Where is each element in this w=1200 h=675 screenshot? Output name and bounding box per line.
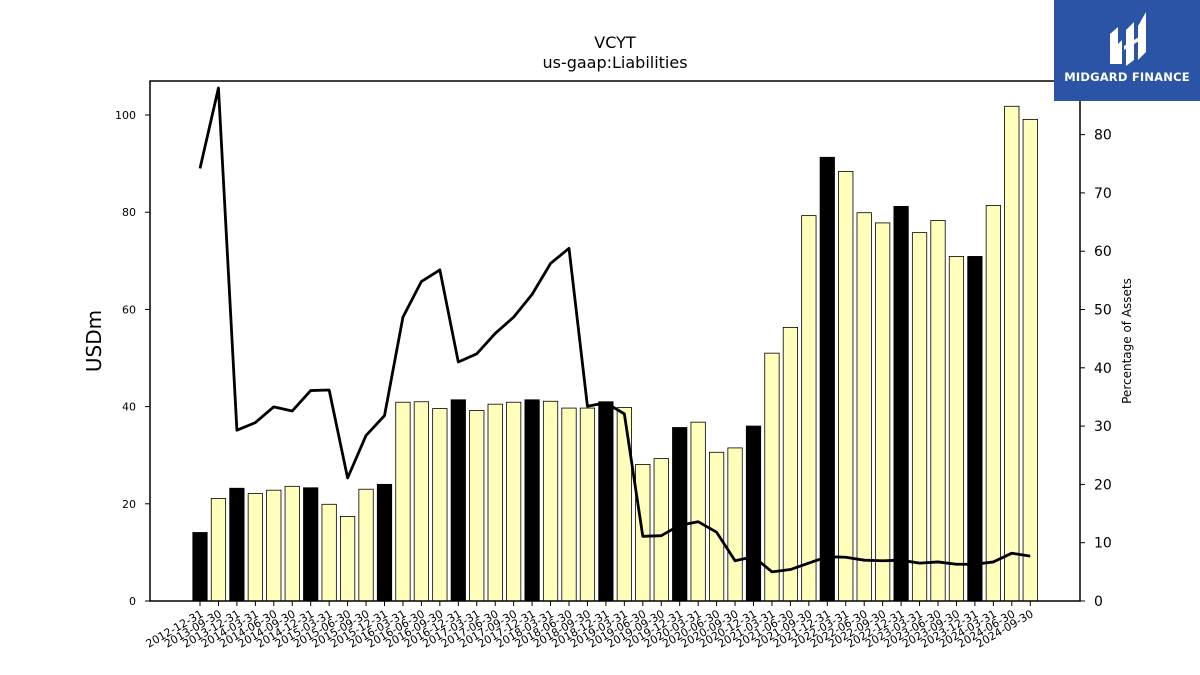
- y2-tick-label: 60: [1094, 244, 1112, 260]
- y2-tick-label: 0: [1094, 594, 1103, 610]
- bar: [303, 487, 319, 602]
- y2-tick-label: 80: [1094, 128, 1112, 144]
- y-tick-label: 20: [122, 498, 136, 511]
- bar-series: [192, 105, 1038, 602]
- bar: [210, 498, 227, 602]
- bar: [801, 215, 817, 602]
- y-tick-label: 60: [122, 303, 136, 316]
- bar: [598, 401, 614, 602]
- y-tick-label: 80: [122, 206, 136, 219]
- y2-tick-label: 20: [1094, 477, 1112, 493]
- bar: [764, 352, 780, 602]
- y2-tick-label: 40: [1094, 361, 1112, 377]
- bar: [856, 212, 872, 602]
- x-axis: 2012-12-312013-09-302013-12-312014-03-31…: [144, 601, 1036, 651]
- bar: [948, 256, 965, 602]
- bar: [284, 485, 300, 602]
- bar: [450, 399, 466, 602]
- y-axis-label: USDm: [82, 310, 106, 372]
- bar: [487, 403, 503, 602]
- bar: [542, 400, 559, 602]
- bar: [358, 488, 374, 602]
- bar: [579, 407, 596, 602]
- bar: [413, 401, 430, 602]
- bar: [1004, 105, 1020, 602]
- y2-tick-label: 10: [1094, 536, 1112, 552]
- bar: [561, 407, 577, 602]
- bar: [616, 407, 632, 602]
- y-tick-label: 0: [129, 595, 136, 608]
- bar: [690, 421, 706, 602]
- bar: [672, 427, 688, 602]
- bar: [192, 532, 208, 602]
- bar: [506, 401, 522, 602]
- bar: [782, 326, 799, 602]
- midgard-logo-icon: [1110, 12, 1146, 66]
- bar: [911, 232, 928, 602]
- bar: [838, 170, 854, 602]
- bar: [469, 410, 485, 602]
- bar: [727, 447, 743, 602]
- line-series: [198, 86, 1031, 574]
- y2-tick-label: 70: [1094, 186, 1112, 202]
- bar: [321, 503, 337, 602]
- y2-axis-label: Percentage of Assets: [1120, 278, 1134, 404]
- bar: [524, 399, 540, 602]
- bar: [376, 483, 393, 602]
- chart-title: VCYT: [594, 33, 636, 52]
- y2-tick-label: 50: [1094, 303, 1112, 319]
- bar: [229, 487, 245, 602]
- bar: [930, 220, 946, 602]
- bar: [819, 156, 835, 602]
- y-tick-label: 40: [122, 401, 136, 414]
- bar: [247, 493, 263, 602]
- logo-text: MIDGARD FINANCE: [1064, 70, 1190, 84]
- y-axis-left: 0 20 40 60 80 100: [115, 109, 150, 608]
- bar: [266, 489, 282, 602]
- y-axis-right: 0 10 20 30 40 50 60 70 80: [1080, 128, 1112, 610]
- plot-frame: [149, 80, 1081, 602]
- bar: [709, 451, 725, 602]
- bar: [893, 205, 909, 602]
- logo: MIDGARD FINANCE: [1054, 0, 1200, 101]
- bar: [745, 425, 762, 602]
- y-tick-label: 100: [115, 109, 136, 122]
- bar: [1022, 118, 1038, 602]
- bar: [653, 458, 669, 602]
- bar: [967, 256, 983, 602]
- bar: [985, 205, 1001, 602]
- bar: [339, 516, 356, 602]
- y2-tick-label: 30: [1094, 419, 1112, 435]
- bar: [395, 401, 411, 602]
- bar: [875, 222, 891, 602]
- bar: [432, 408, 448, 602]
- percentage-line: [198, 86, 1031, 574]
- chart-subtitle: us-gaap:Liabilities: [542, 53, 687, 72]
